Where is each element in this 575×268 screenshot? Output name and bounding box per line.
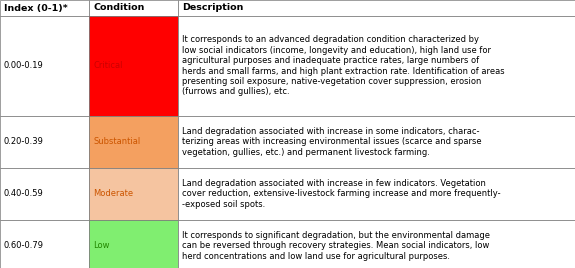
- Bar: [178, 16, 575, 116]
- Bar: [0, 16, 89, 116]
- Text: 0.60-0.79: 0.60-0.79: [4, 241, 44, 251]
- Bar: [0, 220, 89, 268]
- Text: Substantial: Substantial: [93, 137, 140, 147]
- Text: It corresponds to significant degradation, but the environmental damage
can be r: It corresponds to significant degradatio…: [182, 231, 490, 261]
- Text: Condition: Condition: [93, 3, 144, 13]
- Bar: [178, 0, 575, 16]
- Bar: [0, 116, 89, 168]
- Text: Description: Description: [182, 3, 243, 13]
- Text: Moderate: Moderate: [93, 189, 133, 199]
- Bar: [178, 220, 575, 268]
- Text: 0.20-0.39: 0.20-0.39: [4, 137, 44, 147]
- Text: Low: Low: [93, 241, 109, 251]
- Bar: [0, 168, 89, 220]
- Text: Land degradation associated with increase in some indicators, charac-
terizing a: Land degradation associated with increas…: [182, 127, 482, 157]
- Bar: [89, 168, 178, 220]
- Bar: [178, 168, 575, 220]
- Text: Index (0-1)*: Index (0-1)*: [4, 3, 68, 13]
- Bar: [89, 220, 178, 268]
- Bar: [89, 16, 178, 116]
- Bar: [89, 116, 178, 168]
- Bar: [178, 116, 575, 168]
- Text: Land degradation associated with increase in few indicators. Vegetation
cover re: Land degradation associated with increas…: [182, 179, 501, 209]
- Text: It corresponds to an advanced degradation condition characterized by
low social : It corresponds to an advanced degradatio…: [182, 35, 505, 96]
- Text: Critical: Critical: [93, 61, 122, 70]
- Bar: [0, 0, 89, 16]
- Text: 0.40-0.59: 0.40-0.59: [4, 189, 44, 199]
- Text: 0.00-0.19: 0.00-0.19: [4, 61, 44, 70]
- Bar: [89, 0, 178, 16]
